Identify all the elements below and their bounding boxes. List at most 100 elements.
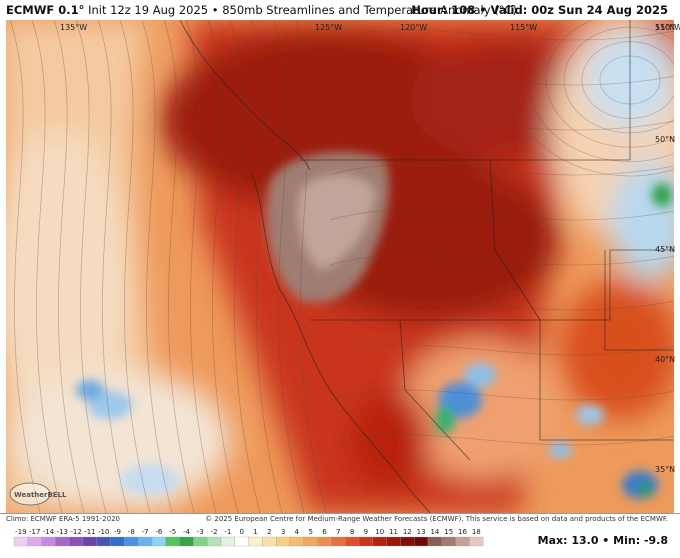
legend-swatch <box>248 536 263 547</box>
border <box>310 249 674 321</box>
legend-swatch <box>110 536 125 547</box>
legend-label: 2 <box>267 528 271 536</box>
legend-swatch <box>317 536 332 547</box>
legend-label: 10 <box>375 528 384 536</box>
border <box>604 250 674 351</box>
streamline <box>329 434 674 446</box>
latitude-label: 55°N <box>655 23 675 32</box>
legend-swatch <box>124 536 139 547</box>
streamline <box>75 20 107 513</box>
streamline <box>97 20 129 513</box>
divider <box>0 513 680 514</box>
streamline <box>53 20 85 513</box>
cool-patch <box>88 391 132 419</box>
legend-swatch <box>193 536 208 547</box>
streamline <box>207 20 239 513</box>
cool-patch <box>576 405 604 425</box>
legend-label: 15 <box>444 528 453 536</box>
legend-label: 5 <box>308 528 312 536</box>
legend-label: 9 <box>364 528 368 536</box>
anomaly-region <box>585 30 674 130</box>
legend-label: -6 <box>155 528 163 536</box>
legend-label: -14 <box>43 528 55 536</box>
legend-label: -8 <box>128 528 135 536</box>
streamline <box>329 254 674 266</box>
legend-swatch <box>234 536 249 547</box>
legend-label: -2 <box>211 528 218 536</box>
anomaly-region <box>6 130 130 430</box>
legend-swatch <box>13 536 28 547</box>
streamline <box>251 20 283 513</box>
field-detail <box>76 151 672 499</box>
streamline <box>163 20 195 513</box>
cool-patch <box>622 471 658 499</box>
legend-swatch <box>96 536 111 547</box>
legend-label: 3 <box>281 528 285 536</box>
latitude-label: 35°N <box>655 465 675 474</box>
legend-label: 12 <box>403 528 412 536</box>
streamline <box>329 74 674 86</box>
legend-label: 18 <box>472 528 481 536</box>
legend-swatch <box>303 536 318 547</box>
color-legend: -19 -17 -14 -13 -12 -11 -10 -9 -8 -7 -6 -5 -4 -3 -2 -1 0… <box>13 528 484 547</box>
legend-swatch <box>400 536 415 547</box>
streamline <box>509 20 674 177</box>
legend-swatch <box>55 536 70 547</box>
legend-label: -10 <box>98 528 109 536</box>
streamline <box>295 20 327 513</box>
streamlines <box>9 20 674 513</box>
legend-swatch <box>207 536 222 547</box>
legend-label: 16 <box>458 528 467 536</box>
streamline <box>9 20 41 513</box>
legend-swatch <box>455 536 470 547</box>
legend-label: -9 <box>114 528 121 536</box>
legend-swatch <box>289 536 304 547</box>
valid-time: Hour: 108 • Valid: 00z Sun 24 Aug 2025 <box>411 3 668 17</box>
legend-label: -17 <box>29 528 40 536</box>
legend-swatch <box>41 536 56 547</box>
streamline <box>229 20 261 513</box>
border <box>249 169 431 513</box>
streamline <box>329 389 674 401</box>
cool-patch <box>435 406 455 434</box>
legend-swatch <box>345 536 360 547</box>
streamline <box>329 344 674 356</box>
legend-swatch <box>358 536 373 547</box>
streamline <box>31 20 63 513</box>
border <box>179 20 311 171</box>
border <box>539 320 674 441</box>
legend-swatch <box>138 536 153 547</box>
legend-label: 6 <box>322 528 327 536</box>
legend-swatch <box>414 536 429 547</box>
copyright: © 2025 European Centre for Medium-Range … <box>205 515 668 523</box>
streamline <box>141 20 173 513</box>
legend-swatch <box>69 536 84 547</box>
longitude-label: 115°W <box>510 23 537 32</box>
streamline <box>119 20 151 513</box>
climo-note: Climo: ECMWF ERA-5 1991-2020 <box>6 515 120 523</box>
legend-label: 14 <box>430 528 439 536</box>
legend-swatch <box>220 536 235 547</box>
legend-label: 1 <box>253 528 257 536</box>
border <box>489 159 541 321</box>
legend-label: 13 <box>417 528 426 536</box>
border <box>300 20 631 161</box>
legend-label: -13 <box>57 528 68 536</box>
header-left: ECMWF 0.1° Init 12z 19 Aug 2025 • 850mb … <box>6 3 517 17</box>
latitude-label: 40°N <box>655 355 675 364</box>
longitude-label: 135°W <box>60 23 87 32</box>
streamline <box>527 20 674 162</box>
legend-label: 8 <box>350 528 354 536</box>
legend-label: 11 <box>389 528 398 536</box>
border <box>399 319 471 461</box>
cool-patch <box>76 380 104 400</box>
legend-label: -4 <box>183 528 191 536</box>
anomaly-region <box>410 40 590 160</box>
streamline <box>329 209 674 221</box>
legend-swatch <box>469 536 484 547</box>
legend-label: -7 <box>142 528 149 536</box>
legend-label: -1 <box>224 528 231 536</box>
legend-label: -11 <box>84 528 95 536</box>
legend-swatch <box>386 536 401 547</box>
